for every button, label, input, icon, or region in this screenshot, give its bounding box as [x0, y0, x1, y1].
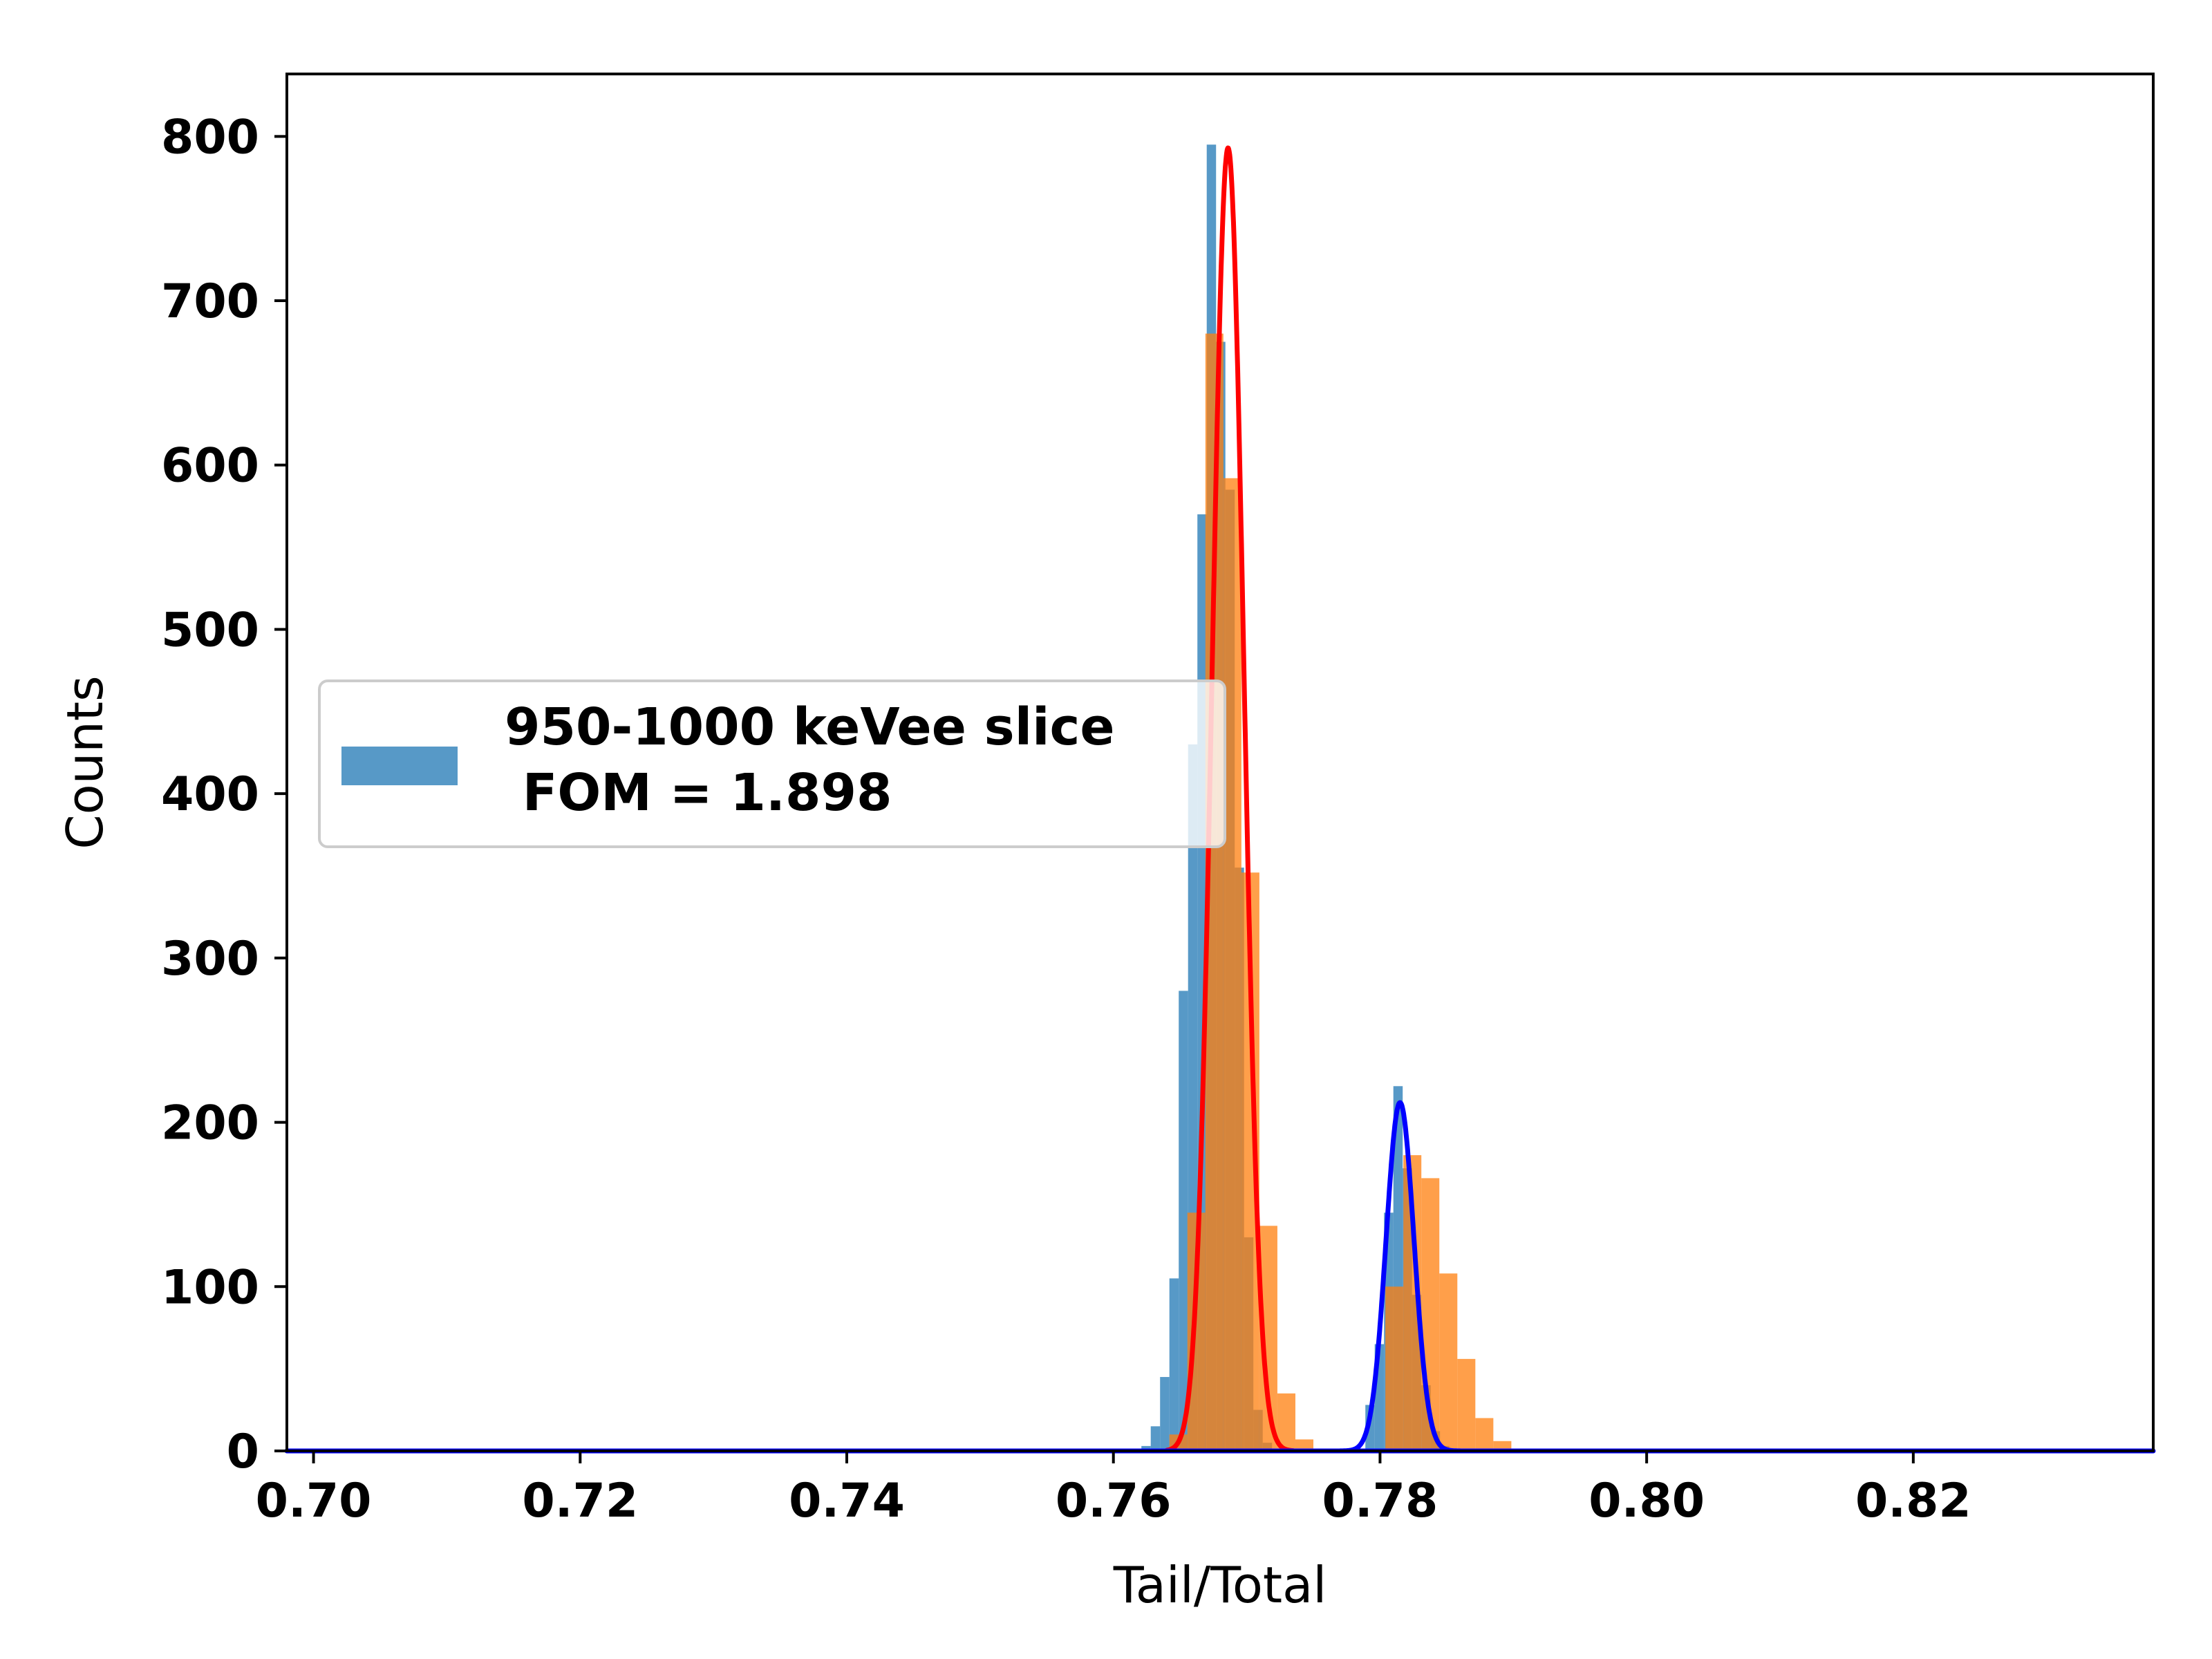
y-tick-label-4: 400: [161, 767, 259, 822]
fit-curve-1: [1338, 1100, 1463, 1454]
y-axis-label: Counts: [56, 675, 114, 849]
x-tick-label-1: 0.72: [522, 1474, 638, 1528]
y-tick-label-1: 100: [161, 1260, 259, 1315]
x-tick-label-0: 0.70: [256, 1474, 372, 1528]
y-tick-label-7: 700: [161, 274, 259, 329]
y-tick-label-6: 600: [161, 439, 259, 494]
y-tick-label-5: 500: [161, 603, 259, 657]
plot-frame: [285, 73, 2155, 1452]
histogram-0-bar-0: [1141, 1445, 1151, 1451]
x-axis-label: Tail/Total: [1113, 1556, 1327, 1614]
y-tick-label-3: 300: [161, 932, 259, 986]
histogram-1-bar-7: [1295, 1439, 1313, 1451]
histogram-1-bar-11: [1439, 1273, 1458, 1451]
histogram-0-bar-4: [1179, 991, 1188, 1451]
y-tick-label-0: 0: [227, 1425, 259, 1479]
x-tick-label-3: 0.76: [1056, 1474, 1172, 1528]
y-tick-label-2: 200: [161, 1096, 259, 1151]
y-axis-ticks: 0 100 200 300 400 500 600 700 800: [161, 110, 287, 1479]
legend-label-line-0: 950-1000 keVee slice: [505, 697, 1115, 757]
x-tick-label-6: 0.82: [1855, 1474, 1971, 1528]
x-tick-label-5: 0.80: [1588, 1474, 1705, 1528]
y-tick-label-8: 800: [161, 110, 259, 165]
legend-label: 950-1000 keVee slice FOM = 1.898: [505, 697, 1115, 823]
histogram-1-bar-3: [1223, 478, 1241, 1452]
histogram-1-bar-6: [1277, 1393, 1295, 1451]
histogram-1-bar-14: [1493, 1441, 1512, 1451]
legend-box: [318, 679, 1226, 848]
histogram-0-bar-1: [1150, 1426, 1161, 1451]
x-axis-ticks: 0.70 0.72 0.74 0.76 0.78 0.80 0.82: [256, 1451, 1971, 1528]
legend-label-line-1: FOM = 1.898: [505, 763, 892, 823]
histogram-1-bar-12: [1457, 1358, 1476, 1451]
histogram-0-bar-3: [1169, 1278, 1179, 1451]
legend-swatch: [341, 747, 458, 785]
x-tick-label-2: 0.74: [789, 1474, 905, 1528]
legend: 950-1000 keVee slice FOM = 1.898: [318, 679, 1226, 848]
x-tick-label-4: 0.78: [1322, 1474, 1438, 1528]
histogram-1-bar-8: [1385, 1286, 1404, 1451]
histogram-1-bar-13: [1475, 1418, 1494, 1451]
histogram-0-bar-2: [1160, 1377, 1170, 1451]
fit-curve-0: [1164, 145, 1296, 1454]
